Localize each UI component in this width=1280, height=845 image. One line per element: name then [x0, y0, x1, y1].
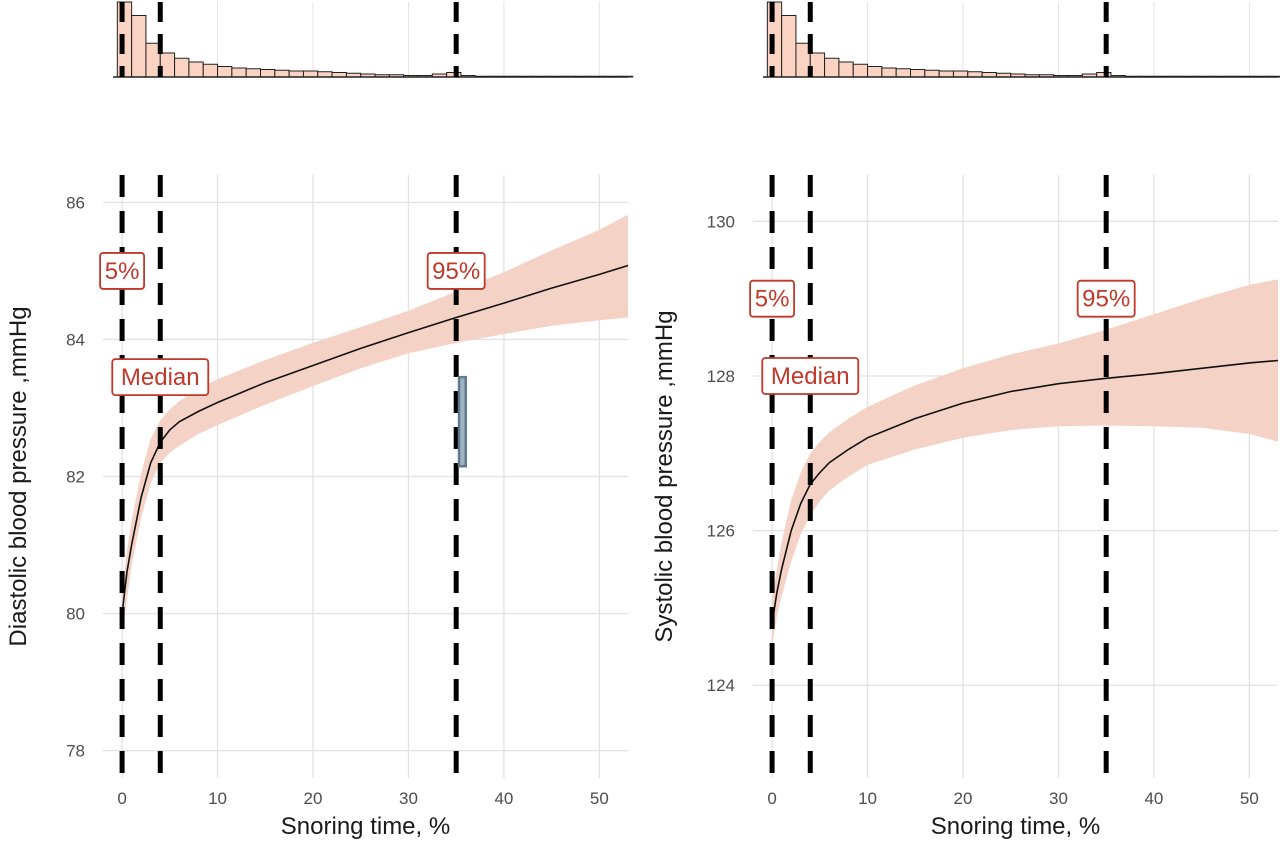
fitted-line [121, 264, 629, 614]
histogram-bar [217, 66, 233, 78]
marker-rect [457, 375, 467, 468]
x-tick-label: 20 [954, 789, 973, 808]
histogram-bar [274, 69, 290, 78]
gridlines [103, 175, 628, 778]
panel-2: 5% Median 95% 0 10 20 30 40 50 124 126 128 130 Snorin… [651, 1, 1280, 840]
y-tick-label: 130 [707, 212, 735, 231]
histogram-bar [938, 70, 954, 78]
annotation-text: 5% [755, 286, 790, 313]
x-axis-title: Snoring time, % [281, 813, 450, 840]
y-tick-label: 84 [66, 330, 85, 349]
x-tick-label: 10 [208, 789, 227, 808]
histogram-bar [924, 69, 940, 78]
histogram-bar [838, 61, 854, 78]
confidence-ribbon [772, 279, 1278, 647]
y-axis-title: Diastolic blood pressure ,mmHg [5, 306, 32, 646]
x-tick-label: 0 [767, 789, 776, 808]
x-tick-label: 30 [399, 789, 418, 808]
histogram [763, 1, 1280, 78]
histogram-bar [202, 63, 219, 78]
y-tick-label: 78 [66, 742, 85, 761]
histogram [113, 1, 634, 78]
histogram-bar [245, 68, 262, 78]
annotation-box [761, 357, 860, 395]
histogram-bar [895, 68, 912, 78]
y-tick-label: 124 [707, 676, 735, 695]
annotation-label: 95% [426, 252, 486, 290]
histogram-bar [317, 71, 333, 78]
annotation-text: Median [771, 363, 850, 390]
histogram-bar [131, 15, 147, 78]
y-tick-label: 82 [66, 468, 85, 487]
annotation-text: 95% [1082, 286, 1130, 313]
histogram-bar [302, 70, 319, 78]
histogram-bar [824, 57, 840, 78]
x-tick-label: 30 [1049, 789, 1068, 808]
histogram-bar [967, 71, 983, 78]
annotation-text: 5% [105, 258, 140, 285]
gridlines [753, 175, 1278, 778]
annotation-text: 95% [432, 258, 480, 285]
annotation-label: Median [761, 357, 860, 395]
histogram-bar [881, 67, 897, 78]
histogram-bar [910, 69, 926, 78]
histogram-bar [952, 70, 969, 78]
x-tick-label: 10 [858, 789, 877, 808]
annotation-label: 5% [749, 279, 795, 318]
confidence-ribbon [122, 214, 628, 635]
x-tick-label: 40 [1144, 789, 1163, 808]
x-tick-label: 50 [590, 789, 609, 808]
y-tick-label: 80 [66, 605, 85, 624]
annotation-label: 95% [1076, 279, 1136, 318]
histogram-bar [260, 69, 276, 78]
panel-1: 5% Median 95% 0 10 20 30 40 50 78 80 82 84 86 Snoring … [5, 1, 634, 840]
annotation-label: 5% [99, 252, 145, 290]
x-tick-label: 40 [494, 789, 513, 808]
x-tick-label: 50 [1240, 789, 1259, 808]
histogram-bar [781, 15, 797, 78]
annotation-box [426, 252, 486, 290]
fitted-line [771, 359, 1279, 624]
histogram-bar [188, 61, 204, 78]
annotation-label: Median [111, 358, 210, 397]
y-tick-label: 128 [707, 367, 735, 386]
annotation-box [749, 279, 795, 318]
annotation-box [99, 252, 145, 290]
annotation-text: Median [121, 364, 200, 391]
y-axis-title: Systolic blood pressure ,mmHg [651, 310, 678, 642]
x-axis-title: Snoring time, % [931, 813, 1100, 840]
histogram-bar [231, 67, 247, 78]
histogram-bar [852, 63, 869, 78]
annotation-box [111, 358, 210, 397]
x-tick-label: 20 [304, 789, 323, 808]
y-tick-label: 126 [707, 522, 735, 541]
annotation-box [1076, 279, 1136, 318]
histogram-bar [174, 57, 190, 78]
histogram-bar [867, 66, 883, 78]
y-tick-label: 86 [66, 193, 85, 212]
x-tick-label: 0 [117, 789, 126, 808]
histogram-bar [288, 70, 304, 78]
